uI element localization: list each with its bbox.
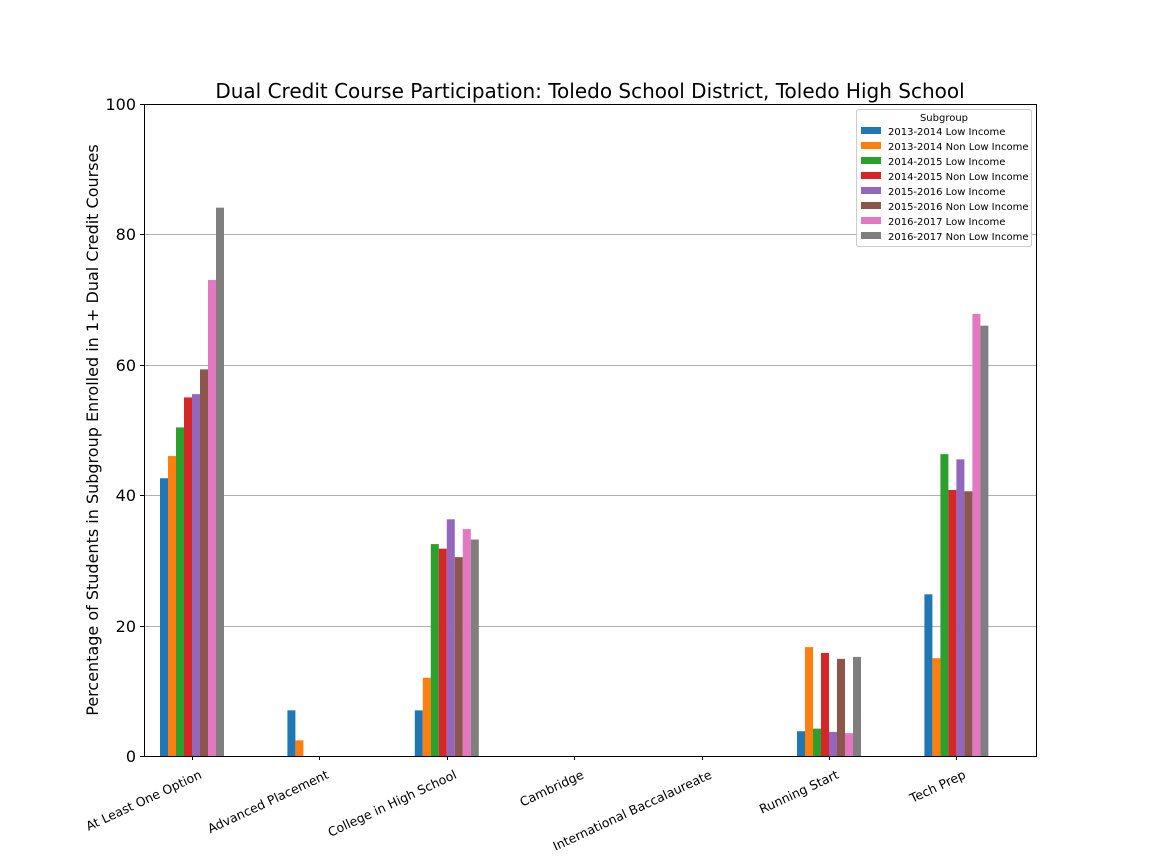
- bar-0-2: [176, 427, 184, 756]
- legend-swatch: [861, 202, 881, 209]
- grid-lines: [144, 234, 1036, 627]
- y-tick-label: 20: [116, 617, 136, 636]
- legend-box: [856, 109, 1032, 247]
- y-tick-label: 60: [116, 356, 136, 375]
- bar-5-1: [805, 647, 813, 756]
- legend-entry-label: 2016-2017 Non Low Income: [888, 232, 1028, 243]
- bar-5-2: [813, 728, 821, 756]
- y-axis-ticks: 0 20 40 60 80 100: [105, 95, 144, 766]
- bar-6-0: [924, 594, 933, 756]
- bar-6-2: [940, 454, 949, 756]
- legend-title: Subgroup: [920, 113, 968, 124]
- bar-2-5: [454, 557, 463, 756]
- bar-2-0: [414, 710, 423, 756]
- legend-entry-label: 2014-2015 Low Income: [888, 157, 1005, 168]
- bar-5-5: [837, 658, 845, 756]
- bar-1-1: [295, 740, 304, 756]
- chart-title: Dual Credit Course Participation: Toledo…: [215, 79, 964, 103]
- bar-5-7: [853, 656, 861, 756]
- y-tick-label: 80: [116, 225, 136, 244]
- legend-swatch: [861, 157, 881, 164]
- bar-5-0: [797, 731, 805, 756]
- legend-entry-label: 2013-2014 Low Income: [888, 127, 1005, 138]
- bar-6-7: [980, 325, 989, 756]
- bar-2-4: [446, 519, 455, 756]
- bar-2-2: [430, 544, 439, 756]
- bar-2-3: [438, 548, 447, 756]
- bar-1-0: [287, 710, 296, 756]
- bar-0-7: [216, 207, 224, 757]
- bar-0-4: [192, 394, 200, 756]
- bar-5-3: [821, 652, 829, 756]
- legend-entry-label: 2014-2015 Non Low Income: [888, 172, 1028, 183]
- y-tick-label: 100: [105, 95, 136, 114]
- bar-0-1: [168, 456, 176, 756]
- bar-5-4: [829, 731, 837, 756]
- bar-6-4: [956, 459, 965, 756]
- legend-swatch: [861, 217, 881, 224]
- bar-0-0: [160, 478, 168, 756]
- bar-6-1: [932, 658, 941, 756]
- legend-entry-label: 2016-2017 Low Income: [888, 217, 1005, 228]
- y-axis-label: Percentage of Students in Subgroup Enrol…: [83, 144, 102, 715]
- bar-6-3: [948, 489, 957, 756]
- bar-2-6: [462, 529, 471, 756]
- legend-entry-label: 2013-2014 Non Low Income: [888, 142, 1028, 153]
- bar-6-5: [964, 491, 973, 756]
- bar-2-7: [470, 539, 479, 756]
- bar-0-6: [208, 280, 216, 756]
- bar-6-6: [972, 313, 981, 756]
- y-tick-label: 0: [126, 747, 136, 766]
- bar-0-3: [184, 397, 192, 756]
- legend-swatch: [861, 187, 881, 194]
- plot-frame: [144, 104, 1037, 757]
- bar-0-5: [200, 369, 208, 756]
- bars-group: [160, 207, 989, 757]
- bar-5-6: [845, 733, 853, 756]
- legend: Subgroup 2013-2014 Low Income 2013-2014 N…: [856, 109, 1032, 247]
- legend-entry-label: 2015-2016 Low Income: [888, 187, 1005, 198]
- legend-swatch: [861, 172, 881, 179]
- legend-entry-label: 2015-2016 Non Low Income: [888, 202, 1028, 213]
- y-tick-label: 40: [116, 486, 136, 505]
- legend-swatch: [861, 142, 881, 149]
- bar-2-1: [422, 677, 431, 756]
- legend-swatch: [861, 127, 881, 134]
- legend-swatch: [861, 232, 881, 239]
